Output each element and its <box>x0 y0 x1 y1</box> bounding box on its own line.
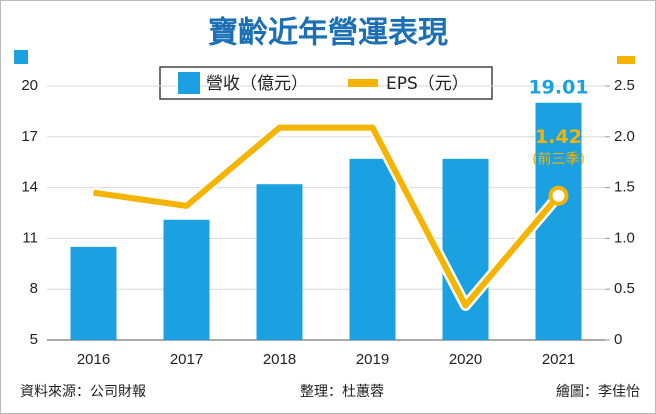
footer-source: 資料來源：公司財報 <box>20 384 146 400</box>
legend-label: EPS（元） <box>386 74 469 94</box>
y-tick-label: 17 <box>21 128 38 145</box>
legend-swatch <box>178 72 200 94</box>
chart-title: 寶齡近年營運表現 <box>208 16 448 51</box>
bar <box>163 219 210 340</box>
y-tick-label: 8 <box>30 280 38 297</box>
y2-tick-label: 1.0 <box>614 229 635 246</box>
bar <box>70 246 117 340</box>
y2-tick-label: 0 <box>614 331 622 348</box>
bar <box>442 158 489 340</box>
bar <box>349 158 396 340</box>
x-tick-label: 2016 <box>77 351 110 368</box>
x-tick-label: 2020 <box>449 351 482 368</box>
y-tick-label: 5 <box>30 331 38 348</box>
x-tick-label: 2018 <box>263 351 296 368</box>
footer-artist: 繪圖：李佳怡 <box>556 383 640 400</box>
bar <box>256 184 303 340</box>
annotation: (前三季) <box>532 151 585 168</box>
footer-editor: 整理：杜蕙蓉 <box>300 384 384 400</box>
y-tick-label: 11 <box>22 229 38 246</box>
legend <box>159 66 493 100</box>
line-point <box>548 185 569 206</box>
right-axis-key <box>617 56 635 64</box>
line-value-label: 1.42 <box>535 126 582 148</box>
x-tick-label: 2017 <box>170 351 203 368</box>
bar-value-label: 19.01 <box>528 76 588 98</box>
y2-tick-label: 0.5 <box>614 280 635 297</box>
x-tick-label: 2021 <box>542 351 575 368</box>
line <box>93 124 561 309</box>
y2-tick-label: 2.5 <box>614 77 635 94</box>
x-tick-label: 2019 <box>356 351 389 368</box>
y2-tick-label: 2.0 <box>614 128 635 145</box>
y-tick-label: 20 <box>21 77 38 94</box>
legend-swatch <box>348 79 378 87</box>
legend-label: 營收（億元） <box>206 74 308 94</box>
y-tick-label: 14 <box>21 179 38 196</box>
y2-tick-label: 1.5 <box>614 179 635 196</box>
left-axis-key <box>14 50 28 64</box>
